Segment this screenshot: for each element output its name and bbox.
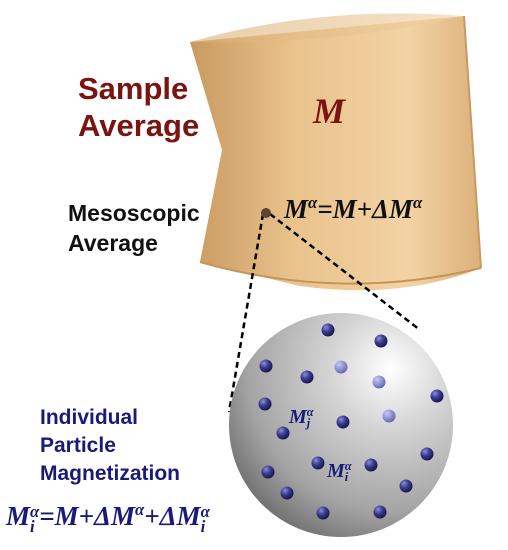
meso-rhs: =M+ΔM — [317, 194, 413, 224]
indiv-rhs2: +ΔM — [144, 501, 201, 531]
particle — [382, 409, 396, 423]
particle — [334, 360, 348, 374]
indiv-lhs-sub: i — [30, 516, 35, 536]
meso-rhs-sup: α — [413, 193, 423, 212]
particle — [316, 506, 330, 520]
indiv-rhs2-sub: i — [200, 516, 206, 536]
particles — [258, 323, 444, 520]
particle — [374, 334, 388, 348]
mj-base: M — [289, 406, 307, 428]
mj-sub: j — [306, 416, 311, 431]
sample-average-label: Sample Average — [78, 71, 200, 143]
individual-magnetization-label: Individual Particle Magnetization — [40, 406, 180, 485]
particle — [373, 505, 387, 519]
particle — [399, 479, 413, 493]
particle — [311, 456, 325, 470]
cylinder-body — [190, 16, 481, 291]
mi-sup: α — [344, 459, 352, 474]
mi-sub: i — [344, 470, 349, 485]
mi-base: M — [327, 460, 345, 482]
particle — [336, 415, 350, 429]
indiv-rhs1: =M+ΔM — [39, 501, 135, 531]
indiv-lhs: M — [6, 501, 31, 531]
mj-sup: α — [306, 405, 314, 420]
cylinder-top-rim — [190, 13, 464, 43]
mesoscopic-point — [261, 208, 271, 218]
particle — [372, 375, 386, 389]
cylinder-bottom-rim — [199, 261, 482, 285]
mesoscopic-average-label: Mesoscopic Average — [68, 200, 200, 256]
zoom-lines — [227, 213, 421, 413]
mesoscopic-equation: Mα=M+ΔMα — [284, 193, 422, 225]
particle — [261, 465, 275, 479]
indiv-rhs2-sup: α — [200, 501, 210, 521]
cylinder-right-edge — [463, 15, 482, 269]
particle — [259, 359, 273, 373]
particle — [276, 426, 290, 440]
particle — [364, 458, 378, 472]
particle — [430, 389, 444, 403]
particle — [420, 447, 434, 461]
particle — [321, 323, 335, 337]
particle — [258, 397, 272, 411]
meso-lhs: M — [284, 194, 309, 224]
indiv-lhs-sup: α — [30, 501, 40, 521]
meso-lhs-sup: α — [308, 193, 318, 212]
cylinder-m-symbol: M — [313, 91, 346, 131]
particle — [280, 486, 294, 500]
cylinder — [190, 13, 482, 291]
indiv-rhs1-sup: α — [135, 500, 145, 519]
particle — [300, 370, 314, 384]
